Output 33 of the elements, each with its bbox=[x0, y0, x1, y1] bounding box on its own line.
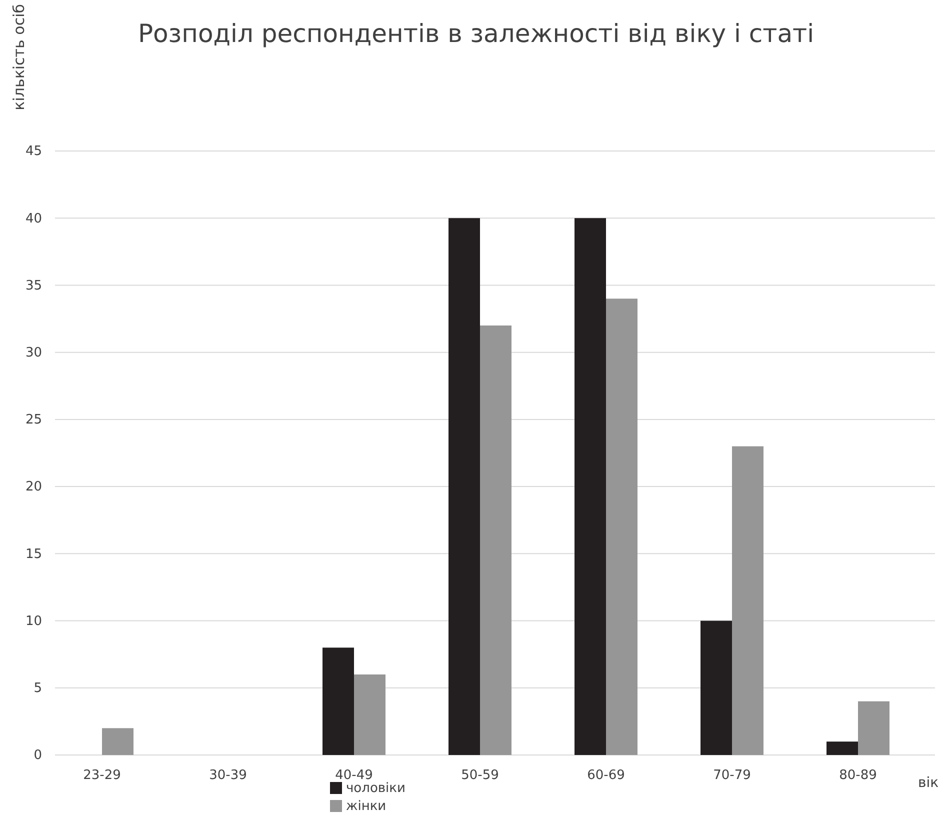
y-axis-title: кількість осіб bbox=[10, 4, 28, 110]
bar bbox=[858, 701, 890, 755]
x-tick-label: 70-79 bbox=[713, 768, 751, 783]
bar bbox=[700, 620, 732, 755]
legend-label: жінки bbox=[346, 799, 386, 814]
bar bbox=[826, 742, 858, 755]
bar bbox=[574, 218, 606, 755]
y-tick-label: 40 bbox=[25, 211, 42, 226]
y-tick-label: 15 bbox=[25, 546, 42, 562]
bar bbox=[480, 325, 512, 755]
chart-title: Розподіл респондентів в залежності від віку і статі bbox=[138, 19, 814, 48]
x-tick-label: 23-29 bbox=[83, 768, 121, 783]
y-tick-label: 20 bbox=[25, 480, 42, 495]
y-tick-label: 5 bbox=[34, 681, 42, 696]
bar bbox=[354, 674, 386, 755]
legend-label: чоловіки bbox=[346, 781, 406, 796]
x-tick-label: 60-69 bbox=[587, 768, 625, 783]
y-tick-label: 25 bbox=[25, 412, 42, 428]
y-tick-label: 0 bbox=[34, 748, 42, 764]
x-tick-label: 40-49 bbox=[335, 768, 373, 783]
x-tick-label: 80-89 bbox=[839, 768, 877, 783]
bar bbox=[606, 298, 638, 755]
bar bbox=[102, 728, 134, 755]
bar bbox=[732, 446, 764, 755]
y-tick-label: 45 bbox=[25, 144, 42, 160]
bar bbox=[322, 648, 354, 755]
y-tick-label: 30 bbox=[25, 345, 42, 360]
bar bbox=[448, 218, 480, 755]
x-tick-label: 50-59 bbox=[461, 768, 499, 783]
y-tick-label: 10 bbox=[25, 614, 42, 629]
y-tick-label: 35 bbox=[25, 278, 42, 294]
x-tick-label: 30-39 bbox=[209, 768, 247, 783]
x-axis-title: вік bbox=[918, 775, 939, 791]
